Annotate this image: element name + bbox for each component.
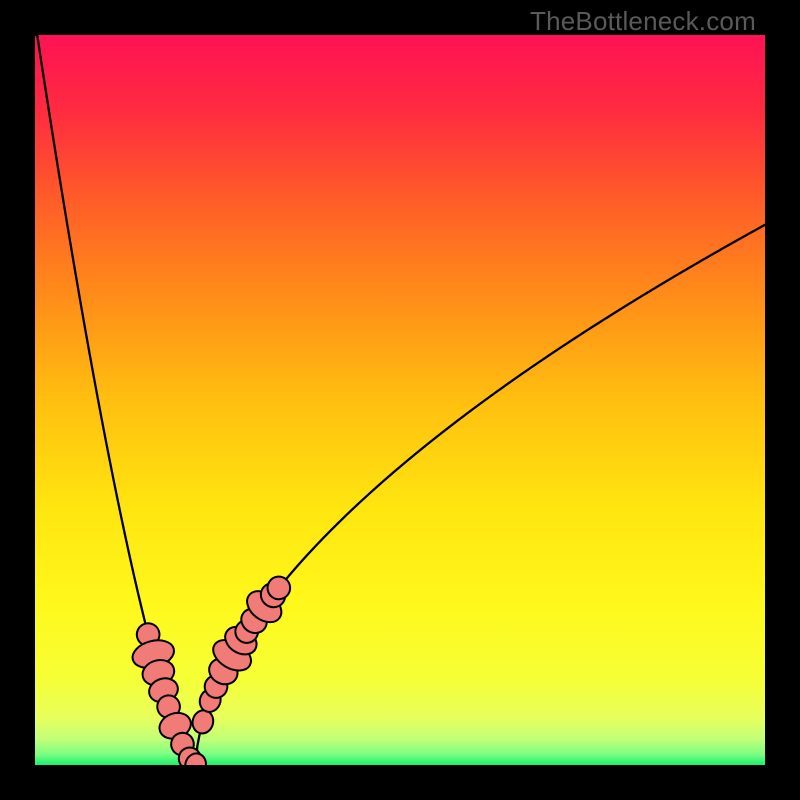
- bottleneck-chart: [35, 35, 765, 765]
- watermark-text: TheBottleneck.com: [530, 6, 756, 37]
- chart-root: TheBottleneck.com: [0, 0, 800, 800]
